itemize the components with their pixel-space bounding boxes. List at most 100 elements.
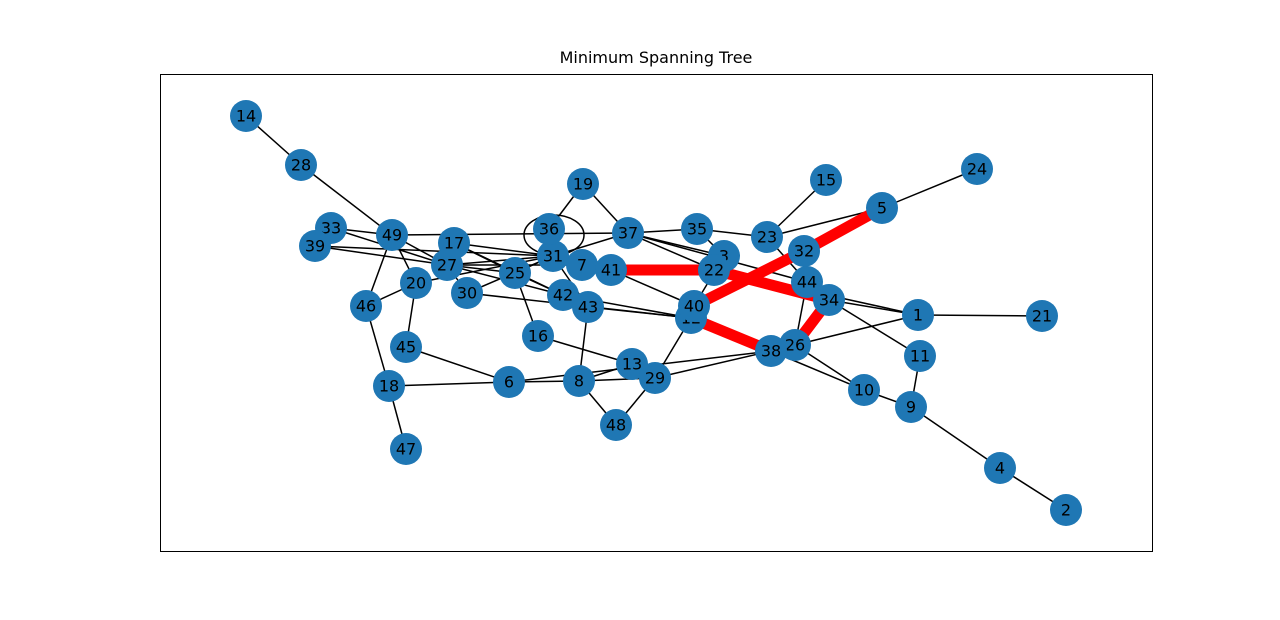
node-label: 43 xyxy=(578,298,598,317)
node-24: 24 xyxy=(961,153,993,185)
node-label: 40 xyxy=(684,297,704,316)
node-label: 48 xyxy=(606,416,626,435)
node-21: 21 xyxy=(1026,300,1058,332)
edge-43-12 xyxy=(587,306,692,319)
node-25: 25 xyxy=(499,257,531,289)
node-42: 42 xyxy=(547,279,579,311)
node-circle xyxy=(373,370,405,402)
node-label: 2 xyxy=(1061,501,1071,520)
node-circle xyxy=(230,100,262,132)
node-circle xyxy=(547,279,579,311)
node-9: 9 xyxy=(895,391,927,423)
node-27: 27 xyxy=(431,249,463,281)
node-circle xyxy=(390,433,422,465)
edge-28-49 xyxy=(300,164,393,236)
node-circle xyxy=(572,291,604,323)
node-5: 5 xyxy=(866,192,898,224)
node-label: 49 xyxy=(382,226,402,245)
node-26: 26 xyxy=(779,329,811,361)
node-17: 17 xyxy=(438,227,470,259)
edge-27-31 xyxy=(446,255,554,266)
node-label: 34 xyxy=(819,291,839,310)
edge-1-21 xyxy=(917,314,1043,317)
node-47: 47 xyxy=(390,433,422,465)
node-37: 37 xyxy=(612,217,644,249)
node-circle xyxy=(299,230,331,262)
edge-37-3 xyxy=(627,232,725,257)
node-label: 20 xyxy=(406,274,426,293)
node-label: 37 xyxy=(618,224,638,243)
node-7: 7 xyxy=(566,249,598,281)
node-2: 2 xyxy=(1050,494,1082,526)
node-circle xyxy=(984,452,1016,484)
node-label: 45 xyxy=(396,338,416,357)
node-circle xyxy=(493,366,525,398)
node-circle xyxy=(848,374,880,406)
node-circle xyxy=(904,340,936,372)
node-label: 3 xyxy=(719,247,729,266)
node-label: 19 xyxy=(573,175,593,194)
node-circle xyxy=(499,257,531,289)
node-15: 15 xyxy=(810,164,842,196)
node-label: 38 xyxy=(761,342,781,361)
node-label: 14 xyxy=(236,107,256,126)
node-circle xyxy=(639,362,671,394)
edge-49-37 xyxy=(391,232,629,236)
node-label: 26 xyxy=(785,336,805,355)
node-16: 16 xyxy=(522,320,554,352)
node-label: 16 xyxy=(528,327,548,346)
node-circle xyxy=(400,267,432,299)
node-circle xyxy=(390,331,422,363)
node-43: 43 xyxy=(572,291,604,323)
node-circle xyxy=(431,249,463,281)
node-circle xyxy=(791,266,823,298)
node-circle xyxy=(533,213,565,245)
node-label: 35 xyxy=(687,220,707,239)
node-circle xyxy=(751,221,783,253)
node-circle xyxy=(866,192,898,224)
node-41: 41 xyxy=(595,254,627,286)
edge-17-31 xyxy=(453,242,554,257)
node-label: 10 xyxy=(854,381,874,400)
node-circle xyxy=(376,219,408,251)
node-4: 4 xyxy=(984,452,1016,484)
node-48: 48 xyxy=(600,409,632,441)
node-circle xyxy=(1026,300,1058,332)
node-6: 6 xyxy=(493,366,525,398)
node-19: 19 xyxy=(567,168,599,200)
node-circle xyxy=(961,153,993,185)
node-31: 31 xyxy=(537,240,569,272)
edge-34-11 xyxy=(828,299,921,357)
node-29: 29 xyxy=(639,362,671,394)
node-label: 28 xyxy=(291,156,311,175)
node-13: 13 xyxy=(616,348,648,380)
node-36: 36 xyxy=(533,213,565,245)
node-label: 27 xyxy=(437,256,457,275)
edge-39-27 xyxy=(314,245,448,266)
edge-24-5 xyxy=(881,168,978,209)
node-circle xyxy=(451,277,483,309)
node-44: 44 xyxy=(791,266,823,298)
node-39: 39 xyxy=(299,230,331,262)
node-45: 45 xyxy=(390,331,422,363)
node-circle xyxy=(902,299,934,331)
node-circle xyxy=(522,320,554,352)
edge-29-38 xyxy=(654,350,772,379)
node-layer: 1234567891011121314151617181920212223242… xyxy=(230,100,1082,526)
edge-18-6 xyxy=(388,381,510,387)
node-8: 8 xyxy=(563,365,595,397)
edge-13-16 xyxy=(537,335,633,365)
node-28: 28 xyxy=(285,149,317,181)
node-label: 11 xyxy=(910,347,930,366)
node-circle xyxy=(537,240,569,272)
node-circle xyxy=(755,335,787,367)
node-circle xyxy=(1050,494,1082,526)
node-label: 9 xyxy=(906,398,916,417)
node-circle xyxy=(895,391,927,423)
node-11: 11 xyxy=(904,340,936,372)
node-22: 22 xyxy=(698,254,730,286)
node-label: 13 xyxy=(622,355,642,374)
node-circle xyxy=(813,284,845,316)
node-23: 23 xyxy=(751,221,783,253)
